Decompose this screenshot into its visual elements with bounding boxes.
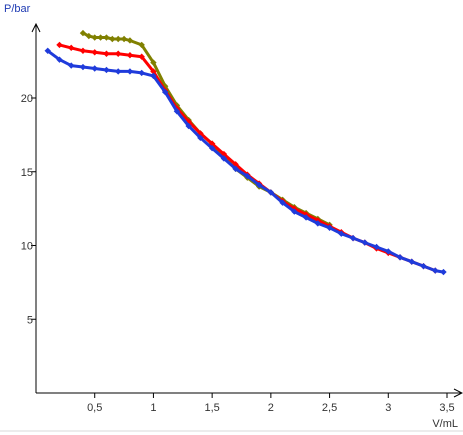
data-point-marker [126,52,134,59]
data-point-marker [115,50,122,57]
data-point-marker [420,262,427,270]
series-1 [79,29,333,229]
data-point-marker [56,41,63,49]
data-point-marker [326,224,333,231]
data-point-marker [338,230,345,237]
y-tick-label: 10 [21,241,33,253]
data-point-marker [120,35,128,43]
data-point-marker [103,66,110,74]
data-point-marker [396,254,404,261]
data-point-marker [97,34,104,41]
data-point-marker [68,44,75,52]
y-tick-label: 15 [21,167,33,179]
data-point-marker [173,108,181,115]
data-point-marker [103,34,110,41]
data-point-marker [185,118,192,125]
data-point-marker [432,267,439,274]
series-line [46,49,445,274]
data-point-marker [79,29,87,37]
x-tick-label: 2,5 [322,402,337,414]
data-point-marker [56,56,63,63]
data-point-marker [361,239,368,246]
series-2 [56,41,439,274]
data-point-marker [185,122,192,130]
data-point-marker [408,258,415,265]
data-point-marker [138,41,145,49]
data-point-marker [440,268,447,276]
data-point-marker [150,59,157,66]
data-point-marker [138,53,145,60]
x-axis-arrow-icon [453,388,463,398]
x-tick-label: 2 [268,402,274,414]
data-point-marker [68,62,75,69]
data-point-marker [208,144,216,152]
data-point-marker [385,248,392,255]
series-3 [44,47,447,276]
y-axis-arrow-icon [31,22,41,33]
ticks-layer: 0,5 1 1,5 2 2,5 3 3,5 5 10 15 20 [21,93,455,414]
data-point-marker [115,35,122,43]
data-point-marker [138,69,145,77]
x-tick-label: 1,5 [204,402,219,414]
data-point-marker [302,214,310,221]
data-point-marker [314,220,322,227]
y-tick-label: 20 [21,93,33,105]
data-point-marker [79,47,87,54]
labels-layer: P/bar V/mL [4,3,458,430]
data-point-marker [267,189,275,196]
data-point-marker [126,37,134,44]
x-tick-label: 0,5 [87,402,102,414]
data-point-marker [349,234,357,242]
data-point-marker [232,165,239,172]
data-point-marker [291,208,298,215]
data-point-marker [103,50,110,57]
data-point-marker [279,199,286,206]
data-point-marker [150,72,157,80]
series-line [58,43,437,273]
data-point-marker [85,32,93,40]
data-point-marker [255,181,263,189]
data-point-marker [232,161,239,168]
data-point-marker [44,47,51,54]
series-layer [44,29,447,276]
x-tick-label: 3,5 [439,402,454,414]
axes-layer [0,22,463,432]
data-point-marker [373,243,380,251]
data-point-marker [79,63,87,71]
x-axis-label: V/mL [432,418,458,430]
series-line [81,31,332,227]
data-point-marker [91,49,98,56]
x-tick-label: 1 [150,402,156,414]
data-point-marker [150,68,157,75]
data-point-marker [197,134,204,142]
data-point-marker [91,34,98,41]
data-point-marker [91,65,98,72]
data-point-marker [109,35,116,43]
y-axis-label: P/bar [4,3,31,15]
x-tick-label: 3 [385,402,391,414]
data-point-marker [126,68,134,75]
data-point-marker [220,155,228,162]
data-point-marker [161,88,169,96]
y-tick-label: 5 [27,314,33,326]
data-point-marker [115,68,122,75]
data-point-marker [244,172,251,180]
